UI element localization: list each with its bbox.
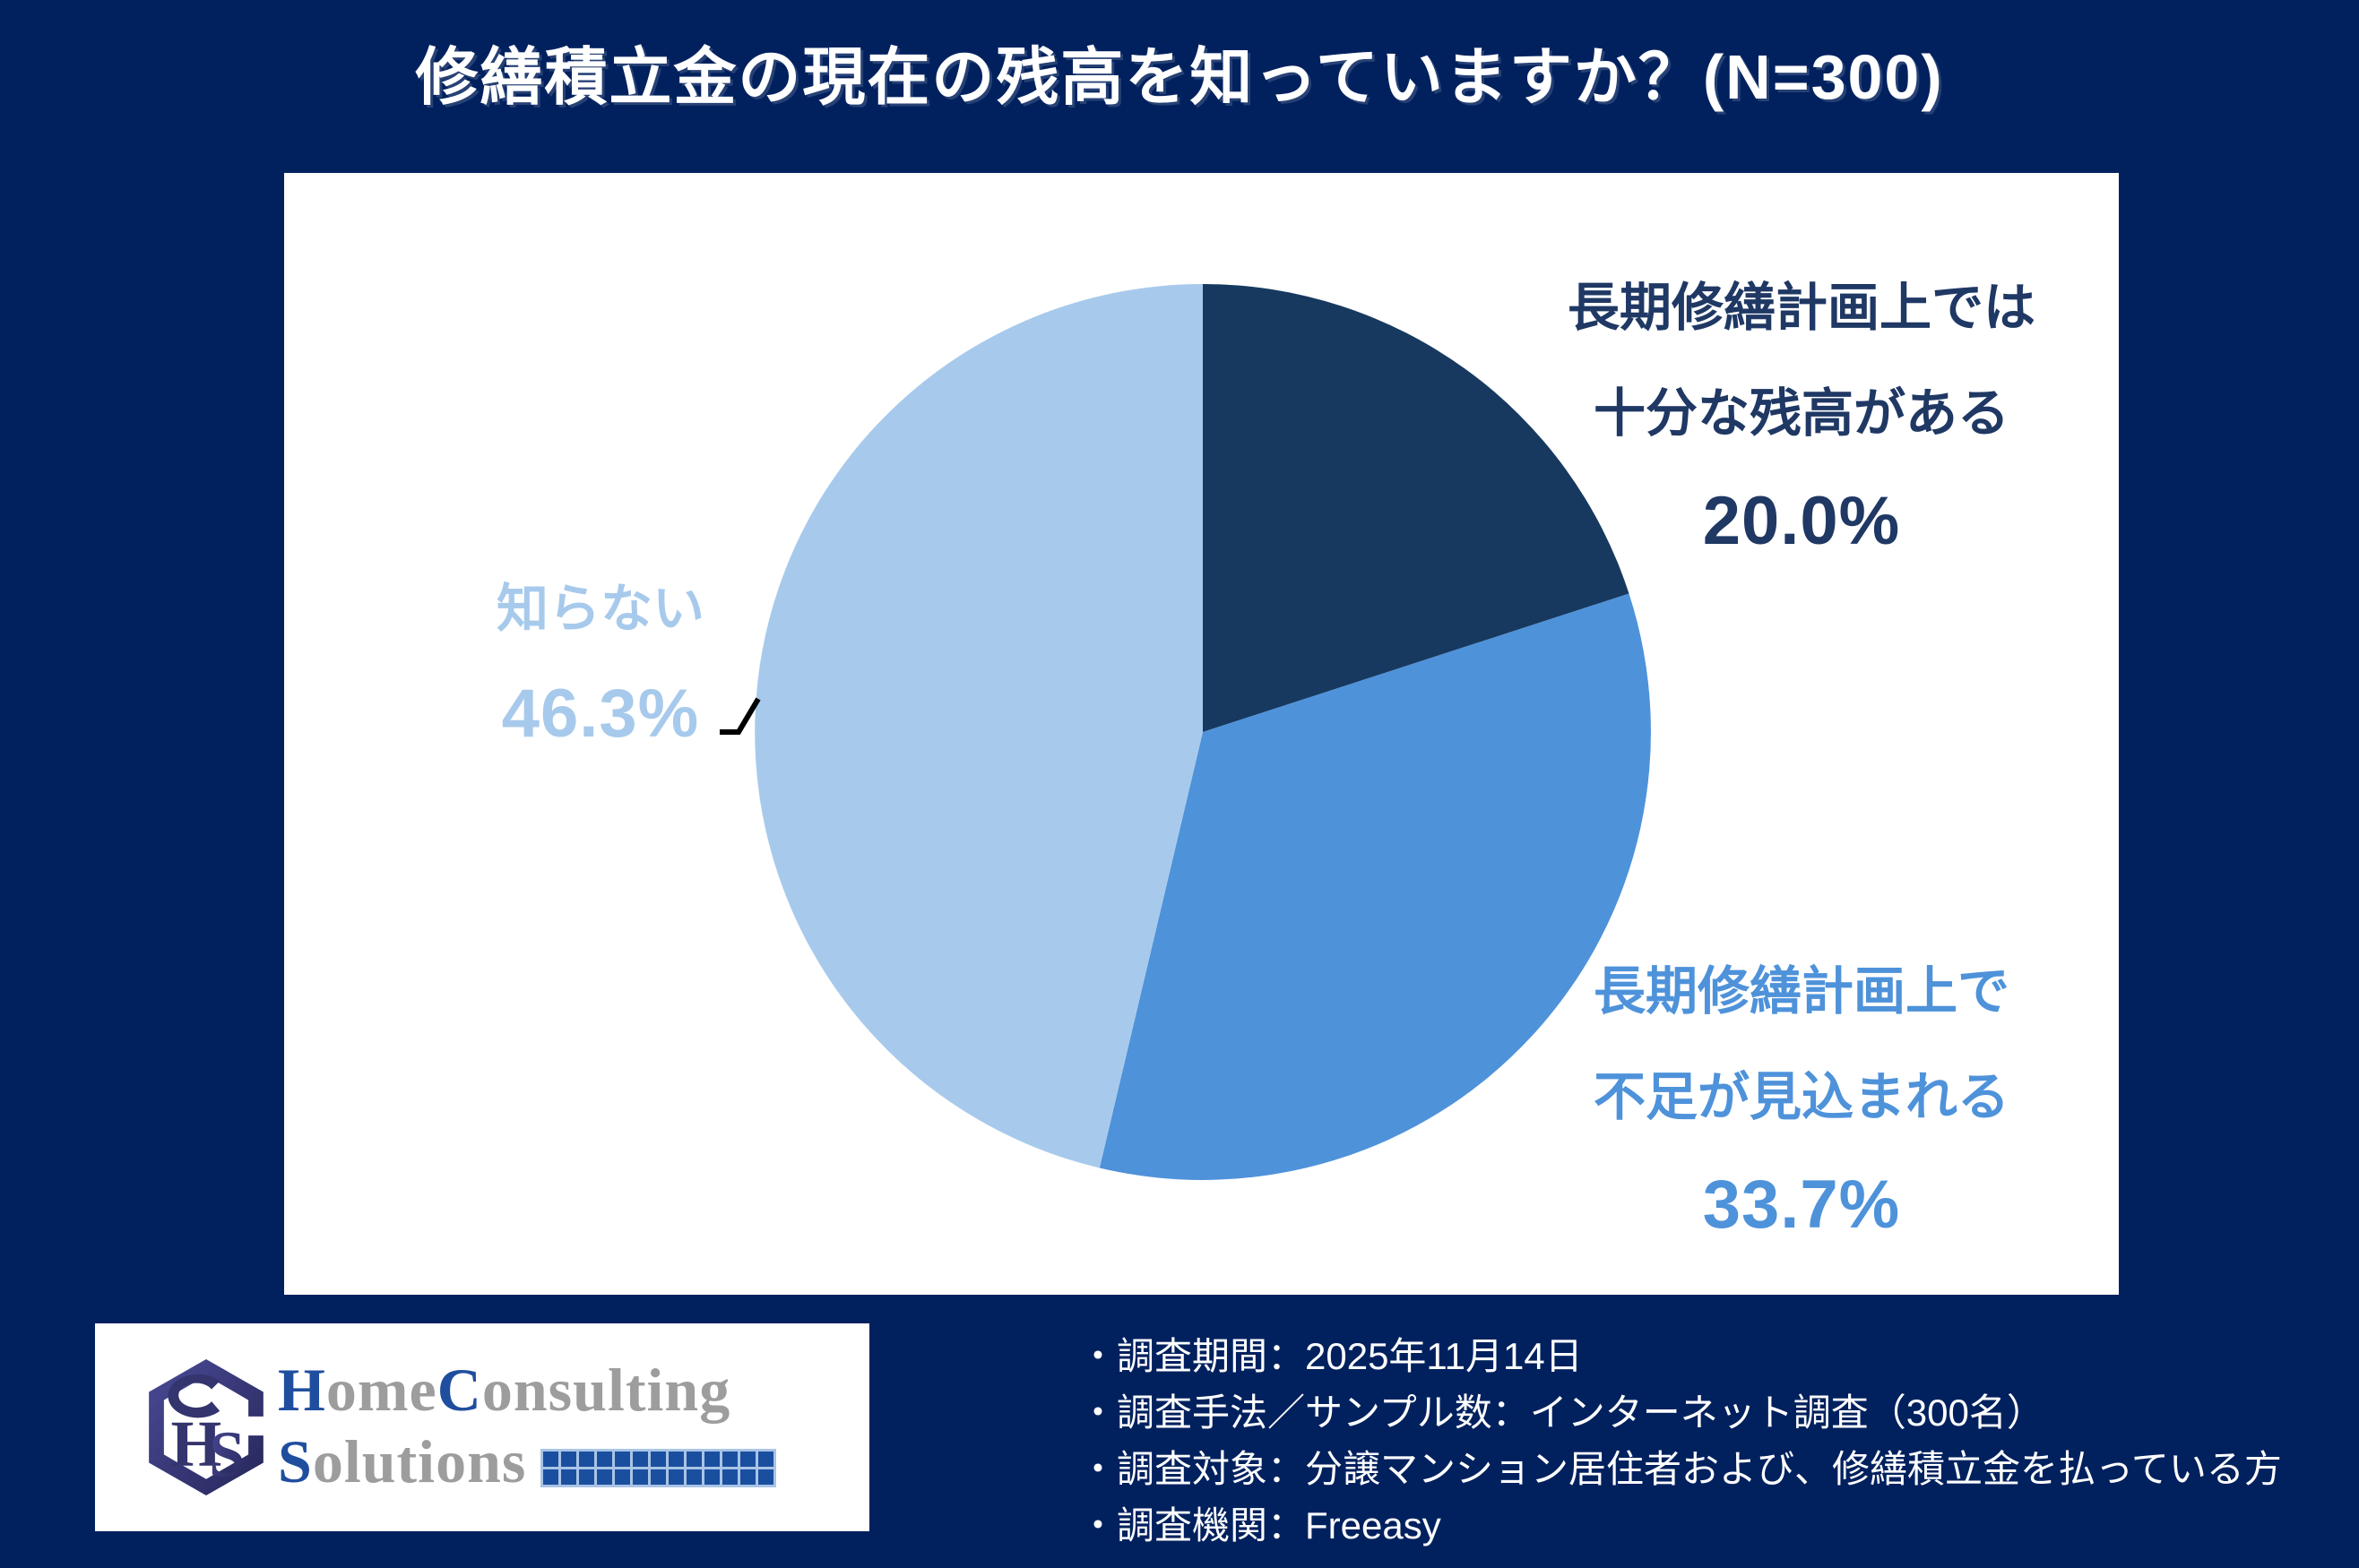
survey-note-method: ・調査手法／サンプル数：インターネット調査（300名）: [1079, 1391, 2044, 1434]
pie-slice-1: [1099, 593, 1651, 1180]
svg-text:H: H: [170, 1408, 221, 1480]
pie-slice-0: [1203, 284, 1629, 732]
logo-squares-pattern: [540, 1448, 777, 1487]
logo-word-solutions: Solutions: [278, 1427, 527, 1495]
label-sufficient-value: 20.0%: [1702, 483, 1901, 559]
svg-text:S: S: [209, 1418, 246, 1491]
label-sufficient-balance: 長期修繕計画上では 十分な残高がある 20.0%: [1488, 255, 2115, 576]
label-shortfall-line1: 長期修繕計画上で: [1593, 962, 2009, 1021]
logo-wordmark: HomeConsulting Solutions: [278, 1356, 777, 1495]
survey-note-target: ・調査対象：分譲マンション居住者および、修繕積立金を払っている方: [1079, 1448, 2282, 1490]
label-dont-know: 知らない 46.3%: [403, 571, 798, 781]
chart-panel: 長期修繕計画上では 十分な残高がある 20.0% 長期修繕計画上で 不足が見込ま…: [284, 173, 2119, 1295]
label-shortfall-line2: 不足が見込まれる: [1593, 1068, 2009, 1126]
callout-leader-line: [720, 697, 761, 735]
page-title: 修繕積立金の現在の残高を知っていますか？(N=300): [415, 42, 1944, 112]
label-dont-know-line1: 知らない: [496, 580, 704, 638]
survey-notes: ・調査期間：2025年11月14日 ・調査手法／サンプル数：インターネット調査（…: [1079, 1328, 2282, 1554]
label-sufficient-line1: 長期修繕計画上では: [1567, 279, 2035, 337]
survey-note-period: ・調査期間：2025年11月14日: [1079, 1335, 1583, 1377]
hs-cube-logo-icon: H S: [149, 1359, 264, 1495]
label-shortfall-expected: 長期修繕計画上で 不足が見込まれる 33.7%: [1488, 939, 2115, 1260]
pie-slice-2: [755, 284, 1203, 1168]
pie-chart: [720, 284, 1651, 1180]
company-logo: H S HomeConsulting Solutions: [95, 1323, 869, 1531]
logo-word-homeconsulting: HomeConsulting: [278, 1356, 731, 1424]
label-shortfall-value: 33.7%: [1702, 1167, 1901, 1243]
survey-note-agency: ・調査機関：Freeasy: [1079, 1504, 1441, 1546]
label-dont-know-value: 46.3%: [501, 676, 700, 752]
pie-slices: [755, 284, 1651, 1180]
label-sufficient-line2: 十分な残高がある: [1593, 384, 2009, 443]
